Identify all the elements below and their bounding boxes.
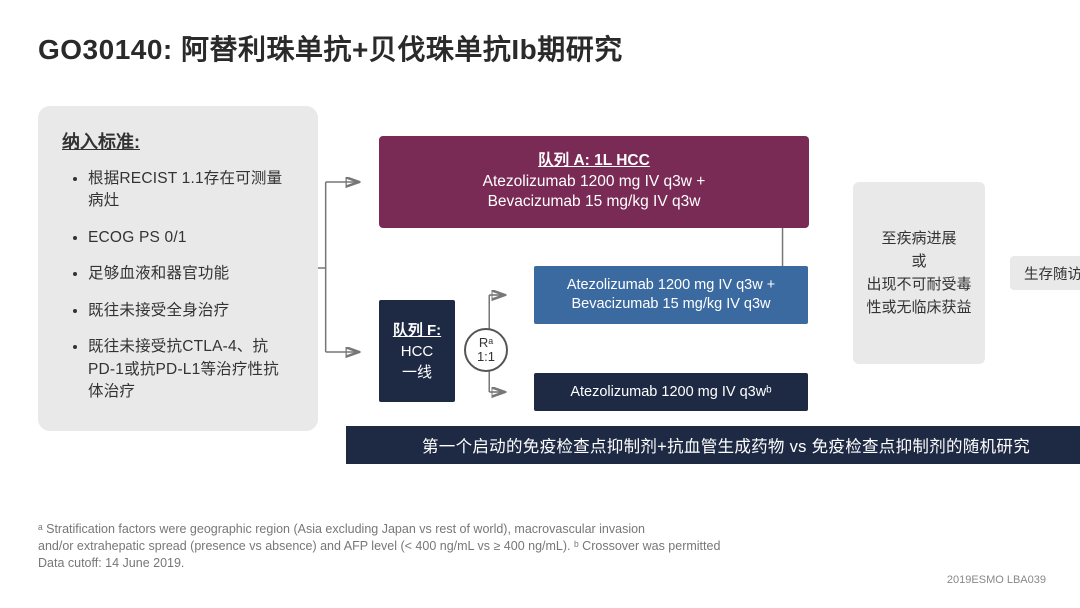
randomization-circle: Rᵃ 1:1 [464,328,508,372]
footnote-line: Data cutoff: 14 June 2019. [38,555,798,572]
source-reference: 2019ESMO LBA039 [947,574,1046,586]
criteria-item: 既往未接受抗CTLA-4、抗PD-1或抗PD-L1等治疗性抗体治疗 [88,336,294,403]
cohort-f-arm2-box: Atezolizumab 1200 mg IV q3wᵇ [534,373,808,411]
outcome-box-progression: 至疾病进展或出现不可耐受毒性或无临床获益 [853,182,985,364]
cohort-f-title: 队列 F: [393,320,441,341]
cohort-f-box: 队列 F: HCC 一线 [379,300,455,402]
cohort-a-line3: Bevacizumab 15 mg/kg IV q3w [389,192,799,213]
criteria-item: 既往未接受全身治疗 [88,300,294,322]
slide: GO30140: 阿替利珠单抗+贝伐珠单抗Ib期研究 [0,0,1080,608]
outcome-box-survival: 生存随访 [1010,256,1080,290]
footnote-line: and/or extrahepatic spread (presence vs … [38,538,798,555]
diagram-area: 纳入标准: 根据RECIST 1.1存在可测量病灶 ECOG PS 0/1 足够… [38,106,1042,486]
criteria-item: 根据RECIST 1.1存在可测量病灶 [88,168,294,213]
cohort-f-arm1-box: Atezolizumab 1200 mg IV q3w + Bevacizuma… [534,266,808,324]
footnote-line: ᵃ Stratification factors were geographic… [38,521,798,538]
rand-ratio: 1:1 [477,350,495,364]
cohort-f-line3: 一线 [393,362,441,383]
f-arm1-line2: Bevacizumab 15 mg/kg IV q3w [567,295,775,314]
outcome2-text: 生存随访 [1024,263,1080,284]
criteria-list: 根据RECIST 1.1存在可测量病灶 ECOG PS 0/1 足够血液和器官功… [62,168,294,404]
cohort-f-line2: HCC [393,341,441,362]
outcome1-text: 至疾病进展或出现不可耐受毒性或无临床获益 [861,227,977,320]
cohort-a-box: 队列 A: 1L HCC Atezolizumab 1200 mg IV q3w… [379,136,809,228]
inclusion-criteria-box: 纳入标准: 根据RECIST 1.1存在可测量病灶 ECOG PS 0/1 足够… [38,106,318,431]
cohort-a-line2: Atezolizumab 1200 mg IV q3w + [389,172,799,193]
criteria-header: 纳入标准: [62,128,294,154]
criteria-item: 足够血液和器官功能 [88,263,294,285]
f-arm1-line1: Atezolizumab 1200 mg IV q3w + [567,276,775,295]
highlight-bar: 第一个启动的免疫检查点抑制剂+抗血管生成药物 vs 免疫检查点抑制剂的随机研究 [346,426,1080,464]
criteria-item: ECOG PS 0/1 [88,227,294,249]
f-arm2-line1: Atezolizumab 1200 mg IV q3wᵇ [570,384,771,400]
rand-label: Rᵃ [477,336,495,350]
footnotes: ᵃ Stratification factors were geographic… [38,521,798,572]
cohort-a-title: 队列 A: 1L HCC [538,152,650,169]
slide-title: GO30140: 阿替利珠单抗+贝伐珠单抗Ib期研究 [38,28,1042,68]
